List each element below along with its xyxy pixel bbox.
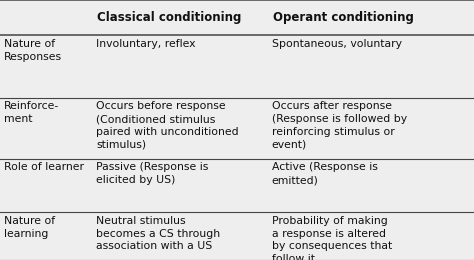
Text: Neutral stimulus
becomes a CS through
association with a US: Neutral stimulus becomes a CS through as…: [96, 216, 220, 251]
Text: Nature of
Responses: Nature of Responses: [4, 39, 62, 62]
Text: Spontaneous, voluntary: Spontaneous, voluntary: [272, 39, 401, 49]
Text: Role of learner: Role of learner: [4, 162, 84, 172]
Text: Passive (Response is
elicited by US): Passive (Response is elicited by US): [96, 162, 209, 185]
Text: Operant conditioning: Operant conditioning: [273, 11, 413, 24]
Text: Occurs before response
(Conditioned stimulus
paired with unconditioned
stimulus): Occurs before response (Conditioned stim…: [96, 101, 239, 150]
Text: Probability of making
a response is altered
by consequences that
follow it.: Probability of making a response is alte…: [272, 216, 392, 260]
Text: Active (Response is
emitted): Active (Response is emitted): [272, 162, 377, 185]
Text: Classical conditioning: Classical conditioning: [97, 11, 242, 24]
Text: Involuntary, reflex: Involuntary, reflex: [96, 39, 196, 49]
Text: Occurs after response
(Response is followed by
reinforcing stimulus or
event): Occurs after response (Response is follo…: [272, 101, 407, 150]
Text: Reinforce-
ment: Reinforce- ment: [4, 101, 59, 124]
Text: Nature of
learning: Nature of learning: [4, 216, 55, 239]
